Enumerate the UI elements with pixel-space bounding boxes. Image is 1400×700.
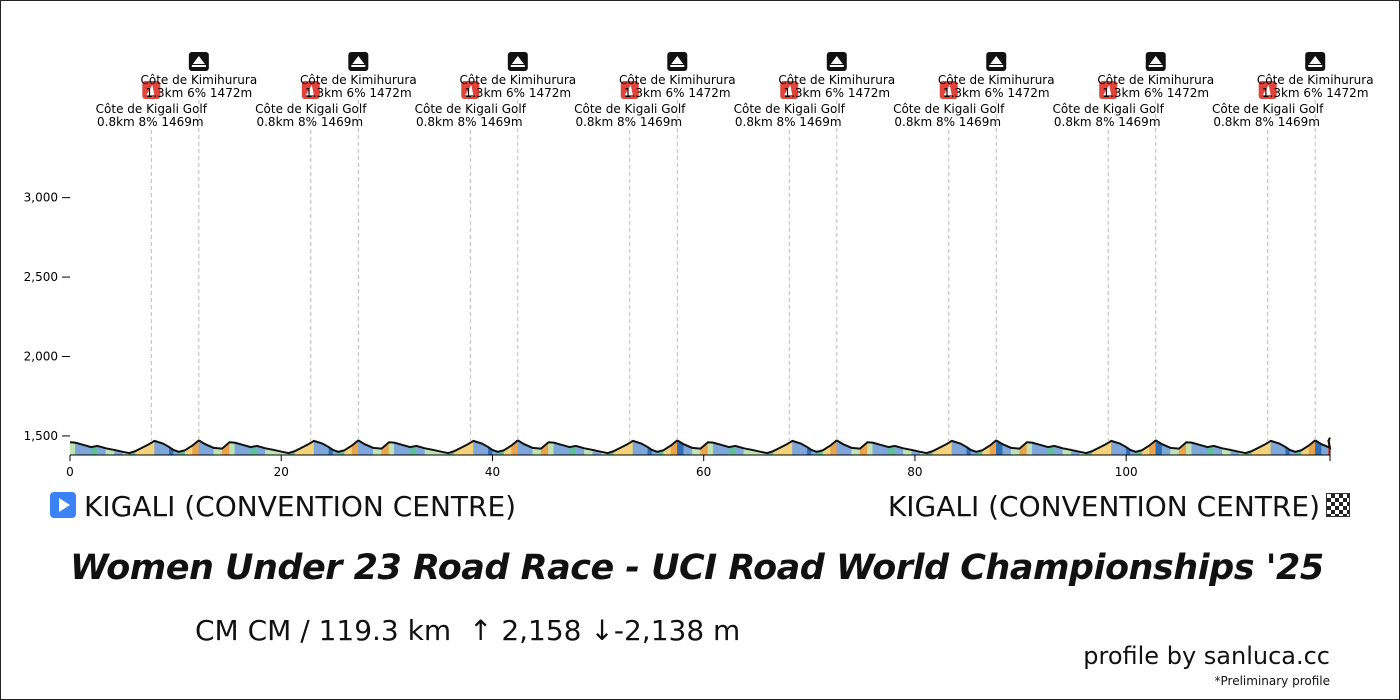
climb-name-kimihurura: Côte de Kimihurura [300,73,417,87]
elevation-profile-chart: 0 20 40 60 80 100 1,500 2,000 2,500 3,000 Côte de… [24,52,1374,479]
profile-segment [1026,442,1033,456]
x-tick-label: 40 [485,465,500,479]
climb-name-golf: Côte de Kigali Golf [1053,102,1165,116]
climb-stats-kimihurura: 1.3km 6% 1472m [783,86,890,100]
descent-value: -2,138 m [613,614,741,647]
climb-stats-kimihurura: 1.3km 6% 1472m [464,86,571,100]
x-tick-label: 60 [696,465,711,479]
x-tick-label: 100 [1115,465,1138,479]
climb-name-kimihurura: Côte de Kimihurura [141,73,258,87]
mountain-summit-icon [826,52,847,71]
climb-start-icon [301,81,320,99]
start-place-label: KIGALI (CONVENTION CENTRE) [84,490,517,523]
preliminary-note: *Preliminary profile [1214,674,1330,688]
mountain-summit-icon [986,52,1007,71]
ascent-value: 2,158 [501,614,582,647]
climb-name-golf: Côte de Kigali Golf [734,102,846,116]
profile-segment [1186,442,1192,456]
climb-name-golf: Côte de Kigali Golf [574,102,686,116]
climb-start-icon [461,81,480,99]
x-tick-label: 80 [907,465,922,479]
climb-name-golf: Côte de Kigali Golf [415,102,527,116]
distance-value: 119.3 km [318,614,452,647]
climb-name-golf: Côte de Kigali Golf [255,102,367,116]
profile-segment [69,442,76,456]
climb-stats-golf: 0.8km 8% 1469m [256,115,363,129]
ascent-arrow-icon: ↑ [468,614,493,647]
checkered-flag-icon [1326,493,1350,517]
profile-segment [548,442,554,456]
climb-start-icon [620,81,639,99]
finish-location: KIGALI (CONVENTION CENTRE) [888,490,1350,523]
climb-stats-kimihurura: 1.3km 6% 1472m [146,86,253,100]
mountain-summit-icon [507,52,528,71]
profile-segment [388,442,395,456]
climb-name-golf: Côte de Kigali Golf [1212,102,1324,116]
climb-start-icon [1099,81,1118,99]
climb-name-kimihurura: Côte de Kimihurura [459,73,576,87]
climb-name-golf: Côte de Kigali Golf [893,102,1005,116]
climb-stats-golf: 0.8km 8% 1469m [1213,115,1320,129]
credit-label: profile by sanluca.cc [1083,642,1330,670]
climb-name-golf: Côte de Kigali Golf [96,102,208,116]
profile-segment [707,442,714,456]
climb-start-icon [1258,81,1277,99]
x-tick-label: 20 [274,465,289,479]
climb-start-icon [780,81,799,99]
climb-start-icon [939,81,958,99]
climb-stats-kimihurura: 1.3km 6% 1472m [1102,86,1209,100]
finish-place-label: KIGALI (CONVENTION CENTRE) [887,490,1320,523]
mountain-summit-icon [1305,52,1326,71]
y-tick-label: 1,500 [24,429,58,443]
climb-stats-kimihurura: 1.3km 6% 1472m [943,86,1050,100]
mountain-summit-icon [1145,52,1166,71]
mountain-summit-icon [188,52,209,71]
climb-name-kimihurura: Côte de Kimihurura [778,73,895,87]
climb-stats-golf: 0.8km 8% 1469m [1054,115,1161,129]
race-stats: CM CM / 119.3 km ↑ 2,158 ↓-2,138 m [195,614,740,647]
climb-stats-golf: 0.8km 8% 1469m [894,115,1001,129]
category-label: CM CM [195,614,292,647]
mountain-summit-icon [348,52,369,71]
y-tick-label: 2,000 [24,350,58,364]
climb-stats-golf: 0.8km 8% 1469m [735,115,842,129]
x-tick-label: 0 [66,465,74,479]
climb-stats-golf: 0.8km 8% 1469m [575,115,682,129]
climb-name-kimihurura: Côte de Kimihurura [619,73,736,87]
mountain-summit-icon [667,52,688,71]
climb-name-kimihurura: Côte de Kimihurura [938,73,1055,87]
start-location: KIGALI (CONVENTION CENTRE) [50,490,516,523]
climb-start-icon [142,81,161,99]
climb-stats-kimihurura: 1.3km 6% 1472m [1262,86,1369,100]
climb-stats-golf: 0.8km 8% 1469m [416,115,523,129]
profile-segment [229,442,235,456]
climb-stats-golf: 0.8km 8% 1469m [97,115,204,129]
climb-name-kimihurura: Côte de Kimihurura [1097,73,1214,87]
y-tick-label: 2,500 [24,270,58,284]
race-title: Women Under 23 Road Race - UCI Road Worl… [70,548,1324,588]
climb-name-kimihurura: Côte de Kimihurura [1257,73,1374,87]
profile-outline [69,437,1332,455]
y-tick-label: 3,000 [24,191,58,205]
climb-stats-kimihurura: 1.3km 6% 1472m [305,86,412,100]
climb-stats-kimihurura: 1.3km 6% 1472m [624,86,731,100]
play-icon [50,492,76,518]
profile-segment [867,442,873,456]
descent-arrow-icon: ↓ [590,614,614,647]
separator: / [300,614,310,647]
